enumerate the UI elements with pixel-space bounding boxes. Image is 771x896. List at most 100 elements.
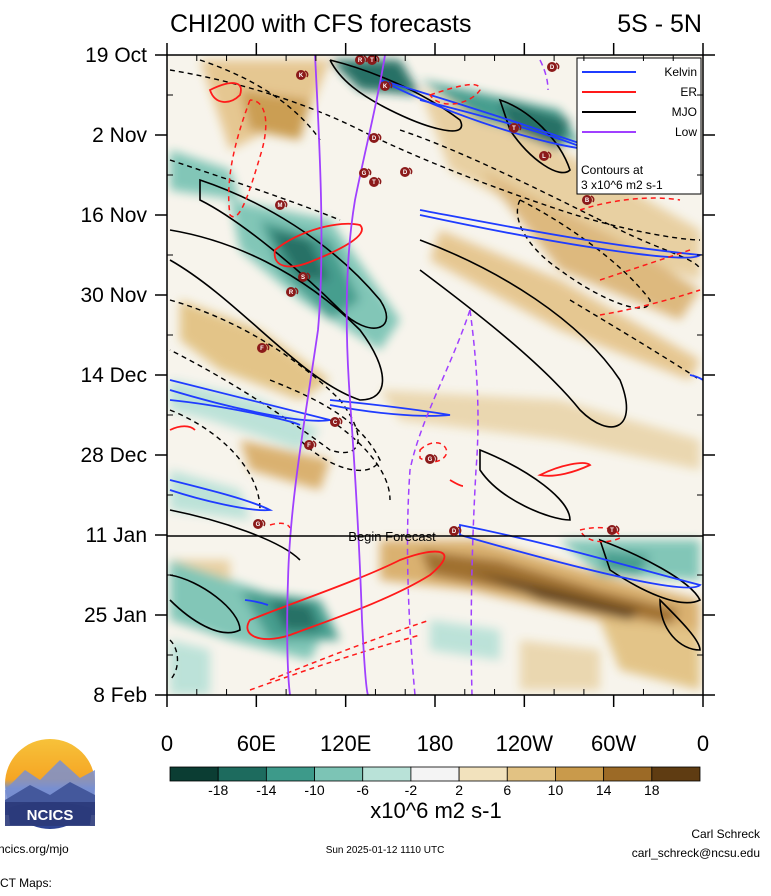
storm-marker: C <box>330 417 343 427</box>
colorbar-units: x10^6 m2 s-1 <box>370 798 501 823</box>
storm-marker: G <box>425 454 438 464</box>
colorbar-label: -6 <box>357 782 370 798</box>
colorbar-swatch <box>217 766 267 782</box>
chart-title: CHI200 with CFS forecasts <box>170 10 472 38</box>
storm-marker: K <box>380 81 393 91</box>
colorbar-label: -2 <box>405 782 418 798</box>
colorbar-label: -18 <box>208 782 228 798</box>
low-contours <box>286 55 386 695</box>
storm-marker: D <box>547 62 560 72</box>
storm-marker: G <box>253 519 266 529</box>
colorbar: -18 -14 -10 -6 -2 2 6 10 14 18 <box>169 766 701 798</box>
storm-marker-letter: T <box>512 126 516 132</box>
storm-marker: S <box>298 272 311 282</box>
colorbar-label: -10 <box>304 782 324 798</box>
storm-marker-letter: K <box>299 73 304 79</box>
y-tick-label: 25 Jan <box>84 604 147 627</box>
y-tick-label: 16 Nov <box>80 204 147 227</box>
colorbar-swatch <box>410 766 460 782</box>
storm-marker: R <box>355 55 368 65</box>
below-text: CT Maps: <box>0 876 52 890</box>
colorbar-swatch <box>362 766 412 782</box>
storm-marker-letter: T <box>370 58 374 64</box>
colorbar-swatch <box>169 766 219 782</box>
legend-label-mjo: MJO <box>672 105 697 119</box>
colorbar-swatch <box>506 766 556 782</box>
colorbar-label: 2 <box>455 782 463 798</box>
colorbar-swatch <box>603 766 653 782</box>
storm-marker-letter: T <box>372 180 376 186</box>
storm-marker-letter: R <box>358 58 363 64</box>
storm-marker: G <box>359 168 372 178</box>
legend-label-kelvin: Kelvin <box>664 65 697 79</box>
colorbar-label: -14 <box>256 782 276 798</box>
storm-marker: M <box>275 200 288 210</box>
colorbar-swatch <box>651 766 701 782</box>
storm-marker-letter: F <box>307 443 311 449</box>
storm-marker-letter: S <box>301 275 305 281</box>
storm-marker-letter: F <box>260 346 264 352</box>
low-contours-negative <box>406 59 549 695</box>
colorbar-label: 18 <box>644 782 660 798</box>
storm-marker-letter: M <box>278 203 283 209</box>
storm-marker: D <box>449 526 462 536</box>
storm-marker: T <box>367 55 380 65</box>
storm-marker-letter: C <box>333 420 338 426</box>
storm-marker-letter: G <box>256 522 261 528</box>
storm-marker-letter: G <box>362 171 367 177</box>
x-tick-label: 180 <box>417 731 454 756</box>
storm-marker: L <box>539 151 552 161</box>
legend-label-er: ER <box>680 85 697 99</box>
y-tick-label: 30 Nov <box>80 284 147 307</box>
storm-marker-letter: D <box>550 65 555 71</box>
forecast-label: Begin Forecast <box>348 529 436 544</box>
storm-marker-letter: T <box>610 528 614 534</box>
colorbar-swatch <box>458 766 508 782</box>
y-tick-label: 8 Feb <box>93 684 147 707</box>
y-tick-label: 2 Nov <box>92 124 147 147</box>
x-tick-label: 0 <box>697 731 709 756</box>
y-tick-label: 19 Oct <box>85 44 147 67</box>
y-tick-label: 11 Jan <box>86 524 148 547</box>
storm-marker-letter: B <box>585 198 590 204</box>
storm-marker: B <box>582 195 595 205</box>
storm-marker: D <box>369 133 382 143</box>
chart-subtitle: 5S - 5N <box>617 10 702 38</box>
footer-center: Sun 2025-01-12 1110 UTC <box>326 845 445 856</box>
storm-marker-letter: K <box>383 84 388 90</box>
colorbar-label: 10 <box>548 782 564 798</box>
storm-marker: F <box>304 440 317 450</box>
y-tick-label: 14 Dec <box>80 364 147 387</box>
colorbar-swatch <box>314 766 364 782</box>
footer-left: ncics.org/mjo <box>0 842 69 856</box>
colorbar-swatch <box>265 766 315 782</box>
ncics-logo: NCICS <box>5 739 95 829</box>
x-tick-label: 0 <box>161 731 173 756</box>
storm-marker-letter: D <box>403 170 408 176</box>
logo-text: NCICS <box>27 807 74 824</box>
legend-note-line2: 3 x10^6 m2 s-1 <box>581 178 663 192</box>
er-contours <box>169 82 592 640</box>
footer-right-name: Carl Schreck <box>691 827 761 841</box>
storm-marker-letter: D <box>372 136 377 142</box>
storm-marker: F <box>257 343 270 353</box>
storm-marker: R <box>286 287 299 297</box>
mjo-contours <box>169 59 702 651</box>
footer-right-email: carl_schreck@ncsu.edu <box>632 846 760 860</box>
storm-marker-letter: G <box>428 457 433 463</box>
storm-marker-letter: D <box>452 529 457 535</box>
x-tick-label: 120E <box>320 731 371 756</box>
storm-marker: K <box>296 70 309 80</box>
x-tick-label: 60W <box>591 731 636 756</box>
colorbar-label: 6 <box>503 782 511 798</box>
storm-marker-letter: R <box>289 290 294 296</box>
storm-marker-letter: L <box>542 154 546 160</box>
storm-marker: T <box>607 525 620 535</box>
legend-note-line1: Contours at <box>581 163 644 177</box>
storm-marker: T <box>509 123 522 133</box>
legend-label-low: Low <box>675 125 697 139</box>
legend: Kelvin ER MJO Low Contours at 3 x10^6 m2 s-… <box>576 57 702 195</box>
storm-marker: T <box>369 177 382 187</box>
